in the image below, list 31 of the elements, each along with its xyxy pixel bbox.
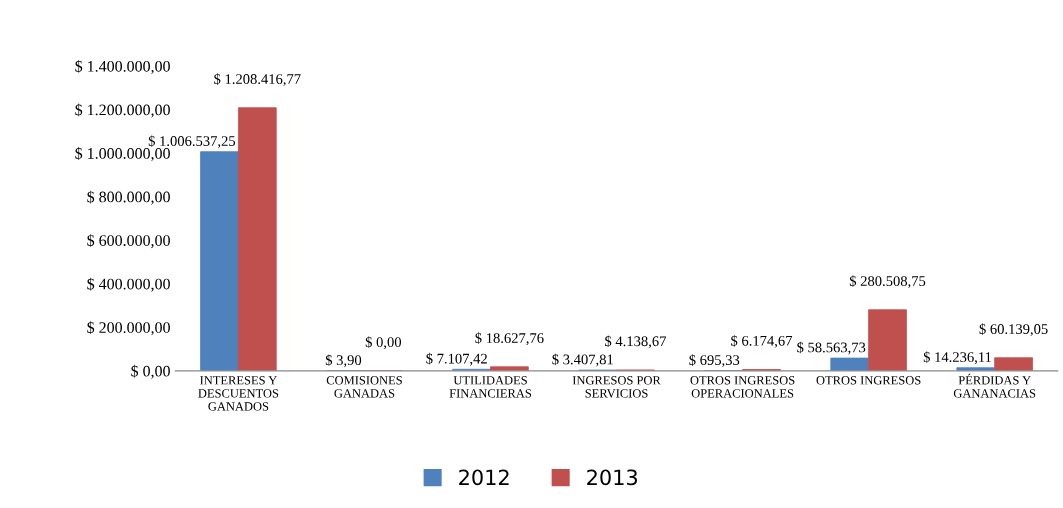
x-tick-label: INGRESOS POR SERVICIOS xyxy=(572,376,661,398)
x-tick-label: PÉRDIDAS Y GANANACIAS xyxy=(953,373,1036,398)
data-label: $ 18.627,76 xyxy=(475,332,544,346)
y-tick-label: $ 800.000,00 xyxy=(87,190,170,205)
legend-label: 2012 xyxy=(459,469,509,486)
y-tick-label: $ 200.000,00 xyxy=(87,321,170,336)
data-label: $ 4.138,67 xyxy=(605,335,667,349)
data-label: $ 1.208.416,77 xyxy=(214,73,301,87)
y-tick-label: $ 1.000.000,00 xyxy=(75,147,170,162)
y-tick-label: $ 1.400.000,00 xyxy=(75,60,170,75)
x-tick-label: INTERESES Y DESCUENTOS GANADOS xyxy=(198,376,279,411)
data-label: $ 58.563,73 xyxy=(797,341,866,355)
data-label: $ 3,90 xyxy=(325,354,362,368)
data-label: $ 1.006.537,25 xyxy=(148,135,236,149)
data-label: $ 14.236,11 xyxy=(923,351,992,365)
y-tick-label: $ 1.200.000,00 xyxy=(75,103,170,118)
y-tick-label: $ 0,00 xyxy=(131,364,170,379)
y-tick-label: $ 600.000,00 xyxy=(87,234,170,249)
data-label: $ 60.139,05 xyxy=(979,323,1048,337)
data-label: $ 695,33 xyxy=(689,354,740,368)
legend-label: 2013 xyxy=(587,469,638,486)
x-tick-label: UTILIDADES FINANCIERAS xyxy=(449,376,532,398)
y-tick-label: $ 400.000,00 xyxy=(87,277,170,292)
data-label: $ 280.508,75 xyxy=(849,275,926,289)
data-label: $ 6.174,67 xyxy=(731,335,793,348)
data-label: $ 0,00 xyxy=(365,336,402,350)
data-label: $ 3.407,81 xyxy=(552,353,613,367)
data-label: $ 7.107,42 xyxy=(426,352,487,366)
x-tick-label: OTROS INGRESOS xyxy=(816,376,921,385)
x-tick-label: OTROS INGRESOS OPERACIONALES xyxy=(690,376,795,398)
x-tick-label: COMISIONES GANADAS xyxy=(326,376,402,398)
